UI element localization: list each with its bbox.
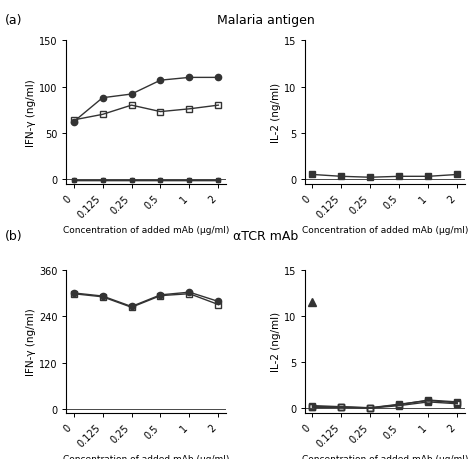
Text: αTCR mAb: αTCR mAb xyxy=(233,230,298,242)
X-axis label: Concentration of added mAb (μg/ml): Concentration of added mAb (μg/ml) xyxy=(63,225,229,235)
Text: Malaria antigen: Malaria antigen xyxy=(217,14,314,27)
X-axis label: Concentration of added mAb (μg/ml): Concentration of added mAb (μg/ml) xyxy=(63,454,229,459)
X-axis label: Concentration of added mAb (μg/ml): Concentration of added mAb (μg/ml) xyxy=(301,225,468,235)
Text: (a): (a) xyxy=(5,14,22,27)
Text: (b): (b) xyxy=(5,230,22,242)
Y-axis label: IFN-γ (ng/ml): IFN-γ (ng/ml) xyxy=(26,308,36,375)
Y-axis label: IL-2 (ng/ml): IL-2 (ng/ml) xyxy=(271,312,281,372)
Y-axis label: IL-2 (ng/ml): IL-2 (ng/ml) xyxy=(271,83,281,143)
Y-axis label: IFN-γ (ng/ml): IFN-γ (ng/ml) xyxy=(26,79,36,146)
X-axis label: Concentration of added mAb (μg/ml): Concentration of added mAb (μg/ml) xyxy=(301,454,468,459)
